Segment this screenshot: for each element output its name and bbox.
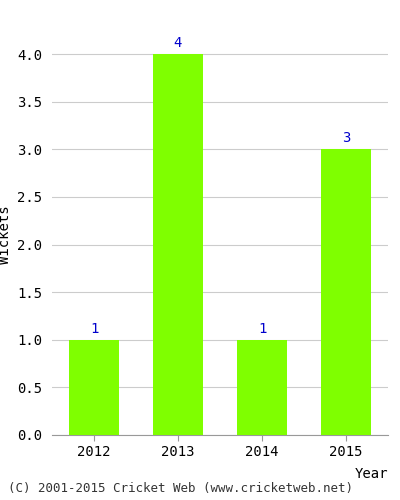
Text: Year: Year: [354, 467, 388, 481]
Bar: [153, 54, 203, 435]
Bar: [237, 340, 287, 435]
Text: (C) 2001-2015 Cricket Web (www.cricketweb.net): (C) 2001-2015 Cricket Web (www.cricketwe…: [8, 482, 353, 495]
Text: 1: 1: [90, 322, 98, 336]
Bar: [69, 340, 119, 435]
Bar: [321, 150, 371, 435]
Y-axis label: Wickets: Wickets: [0, 206, 12, 264]
Text: 3: 3: [342, 132, 350, 145]
Text: 1: 1: [258, 322, 266, 336]
Text: 4: 4: [174, 36, 182, 50]
